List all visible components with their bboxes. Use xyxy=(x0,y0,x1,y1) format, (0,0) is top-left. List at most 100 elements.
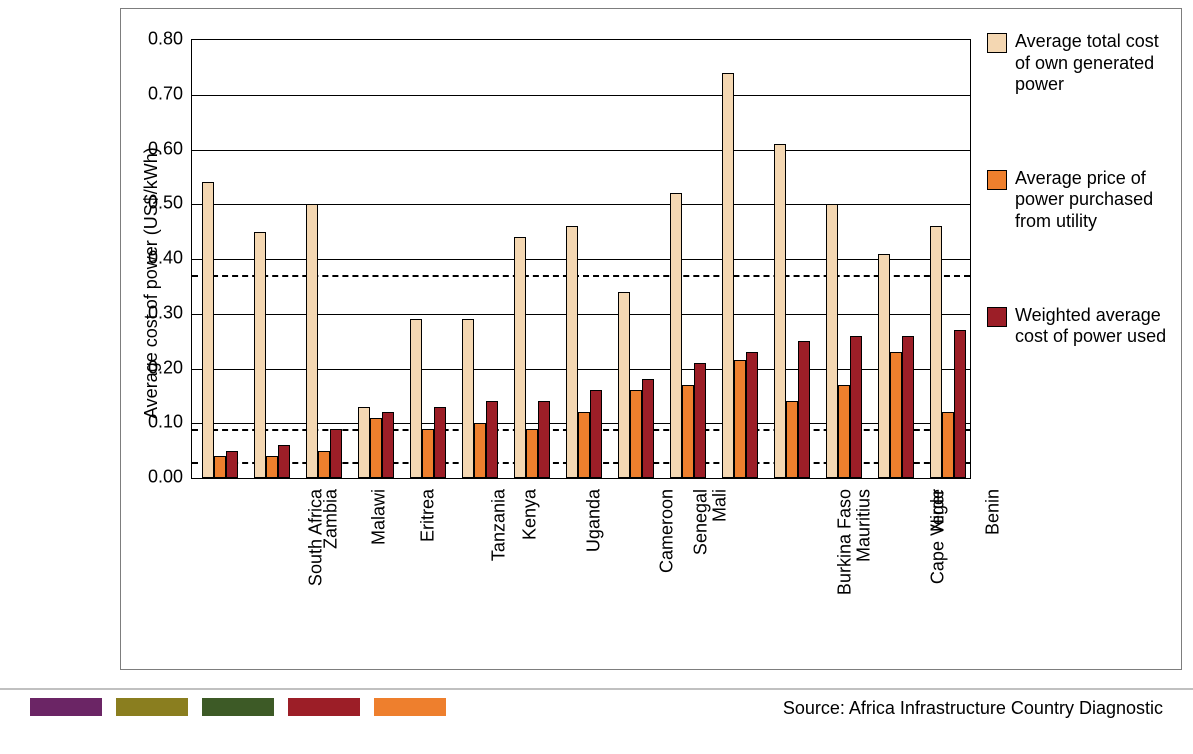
bar-group xyxy=(722,73,759,478)
source-text: Source: Africa Infrastructure Country Di… xyxy=(783,698,1163,719)
bar xyxy=(330,429,342,478)
bar xyxy=(422,429,434,478)
bar-group xyxy=(514,237,551,478)
legend-label: Average total cost of own generated powe… xyxy=(1015,31,1167,96)
x-tick: Niger xyxy=(928,489,949,532)
bar xyxy=(850,336,862,478)
bar xyxy=(526,429,538,478)
bar-group xyxy=(202,182,239,478)
footer-swatch xyxy=(374,698,446,716)
bar xyxy=(630,390,642,478)
bar xyxy=(318,451,330,478)
x-tick: Tanzania xyxy=(489,489,510,561)
x-tick: Kenya xyxy=(520,489,541,540)
y-tick: 0.80 xyxy=(123,29,183,50)
bar xyxy=(538,401,550,478)
x-tick: Mali xyxy=(710,489,731,522)
bar xyxy=(278,445,290,478)
footer-swatch xyxy=(288,698,360,716)
legend-label: Average price of power purchased from ut… xyxy=(1015,168,1167,233)
bar xyxy=(838,385,850,478)
bar xyxy=(382,412,394,478)
x-tick: Cameroon xyxy=(657,489,678,573)
bar xyxy=(722,73,734,478)
x-tick: Eritrea xyxy=(418,489,439,542)
y-tick-labels: 0.000.100.200.300.400.500.600.700.80 xyxy=(121,39,187,479)
bar xyxy=(618,292,630,478)
bar xyxy=(734,360,746,478)
legend-swatch xyxy=(987,170,1007,190)
legend-item: Weighted average cost of power used xyxy=(987,305,1167,348)
legend-swatch xyxy=(987,307,1007,327)
bar-group xyxy=(774,144,811,478)
bar xyxy=(358,407,370,478)
bar xyxy=(826,204,838,478)
bar xyxy=(306,204,318,478)
bar xyxy=(890,352,902,478)
bar xyxy=(930,226,942,478)
bar-group xyxy=(358,407,395,478)
bar xyxy=(486,401,498,478)
bar xyxy=(578,412,590,478)
x-tick: Uganda xyxy=(584,489,605,552)
legend-label: Weighted average cost of power used xyxy=(1015,305,1167,348)
bar xyxy=(954,330,966,478)
bar-group xyxy=(254,232,291,478)
footer-swatch xyxy=(116,698,188,716)
bar-group xyxy=(462,319,499,478)
bar xyxy=(462,319,474,478)
x-tick: Benin xyxy=(983,489,1004,535)
bar xyxy=(694,363,706,478)
bar-group xyxy=(878,254,915,478)
bar xyxy=(942,412,954,478)
bar xyxy=(202,182,214,478)
y-tick: 0.60 xyxy=(123,138,183,159)
gridline xyxy=(192,150,970,151)
y-tick: 0.20 xyxy=(123,357,183,378)
bar-group xyxy=(930,226,967,478)
bar xyxy=(370,418,382,478)
chart-frame: Average cost of power (US$/kWh) 0.000.10… xyxy=(120,8,1182,670)
legend: Average total cost of own generated powe… xyxy=(987,31,1167,420)
y-tick: 0.00 xyxy=(123,467,183,488)
legend-swatch xyxy=(987,33,1007,53)
bar-group xyxy=(410,319,447,478)
bar xyxy=(670,193,682,478)
bar xyxy=(902,336,914,478)
y-tick: 0.50 xyxy=(123,193,183,214)
footer-swatch xyxy=(202,698,274,716)
footer-swatch xyxy=(30,698,102,716)
bar-group xyxy=(566,226,603,478)
x-tick: Mauritius xyxy=(854,489,875,562)
y-tick: 0.40 xyxy=(123,248,183,269)
bar xyxy=(786,401,798,478)
bar xyxy=(514,237,526,478)
legend-item: Average price of power purchased from ut… xyxy=(987,168,1167,233)
x-tick-labels: South AfricaZambiaMalawiEritreaTanzaniaK… xyxy=(191,485,971,665)
bar xyxy=(682,385,694,478)
plot-area xyxy=(191,39,971,479)
bar-group xyxy=(826,204,863,478)
bar xyxy=(266,456,278,478)
bar xyxy=(214,456,226,478)
bar xyxy=(434,407,446,478)
bar xyxy=(642,379,654,478)
bar xyxy=(226,451,238,478)
legend-item: Average total cost of own generated powe… xyxy=(987,31,1167,96)
x-tick: Senegal xyxy=(691,489,712,555)
bar xyxy=(746,352,758,478)
bar xyxy=(798,341,810,478)
y-tick: 0.70 xyxy=(123,83,183,104)
bar xyxy=(254,232,266,478)
bar xyxy=(590,390,602,478)
bar xyxy=(566,226,578,478)
bar-group xyxy=(618,292,655,478)
footer-swatches xyxy=(30,698,446,716)
bar xyxy=(474,423,486,478)
x-tick: Zambia xyxy=(321,489,342,549)
footer: Source: Africa Infrastructure Country Di… xyxy=(0,688,1193,750)
bar xyxy=(878,254,890,478)
bar-group xyxy=(306,204,343,478)
gridline xyxy=(192,95,970,96)
bar xyxy=(774,144,786,478)
